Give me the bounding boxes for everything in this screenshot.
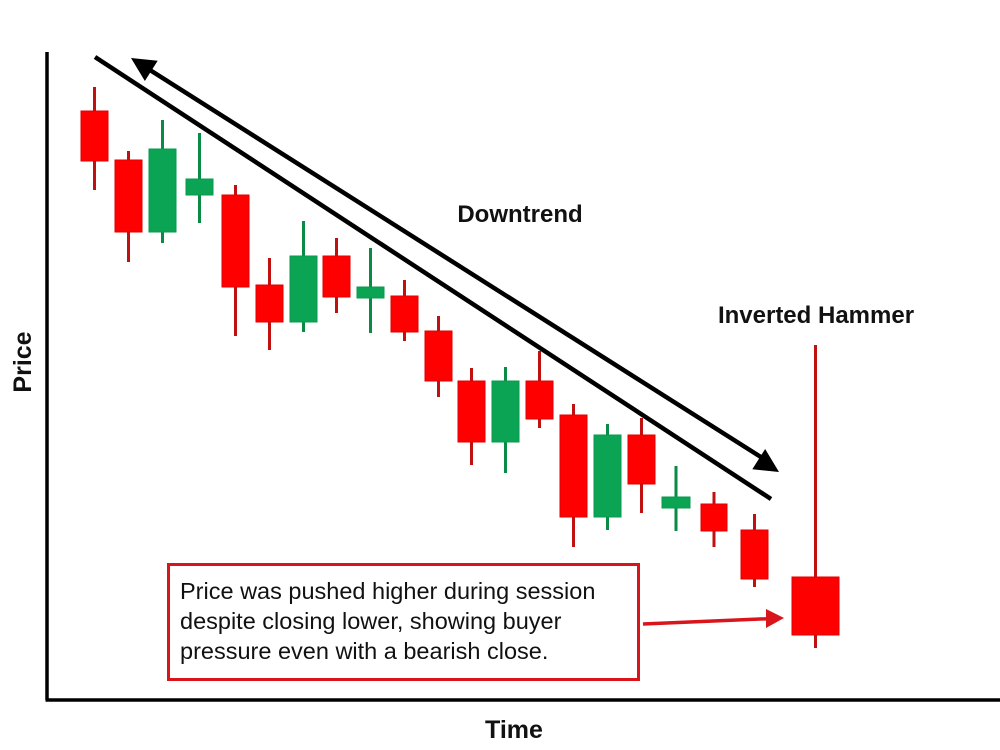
- candle-body: [356, 286, 385, 299]
- callout-line-3: pressure even with a bearish close.: [180, 638, 549, 664]
- candle: [221, 185, 250, 336]
- candle-body: [627, 434, 656, 485]
- candles-group: [80, 87, 840, 648]
- candle: [661, 466, 691, 531]
- callout-box: Price was pushed higher during session d…: [167, 563, 640, 681]
- candle-body: [221, 194, 250, 288]
- candle: [740, 514, 769, 587]
- candle-body: [114, 159, 143, 233]
- trend-line-lower: [93, 55, 773, 501]
- callout-line-2: despite closing lower, showing buyer: [180, 608, 562, 634]
- candle-body: [593, 434, 622, 518]
- downtrend-arrows: [93, 55, 779, 501]
- inverted-hammer-candle-body: [791, 576, 840, 636]
- candle: [491, 367, 520, 473]
- candle: [559, 404, 588, 547]
- candle: [322, 238, 351, 313]
- candle-body: [424, 330, 453, 382]
- arrowhead-down-right-icon: [752, 449, 779, 472]
- candle: [457, 368, 486, 465]
- candle: [114, 151, 143, 262]
- chart-axes: [45, 52, 1000, 702]
- candle: [185, 133, 214, 223]
- candle: [593, 424, 622, 530]
- y-axis-label: Price: [9, 331, 37, 392]
- candle-body: [255, 284, 284, 323]
- candle-body: [289, 255, 318, 323]
- candle: [627, 418, 656, 513]
- trend-line-upper: [141, 63, 768, 463]
- candle-body: [322, 255, 351, 298]
- candle-body: [525, 380, 554, 420]
- candle-body: [661, 496, 691, 509]
- callout-line-1: Price was pushed higher during session: [180, 578, 596, 604]
- candle: [289, 221, 318, 332]
- inverted-hammer-label: Inverted Hammer: [718, 302, 914, 329]
- candle: [80, 87, 109, 190]
- candle-body: [390, 295, 419, 333]
- candle: [356, 248, 385, 333]
- candle-body: [700, 503, 728, 532]
- candle-body: [148, 148, 177, 233]
- candle-body: [185, 178, 214, 196]
- candle: [525, 351, 554, 428]
- candle: [424, 316, 453, 397]
- downtrend-label: Downtrend: [457, 201, 582, 228]
- candle: [148, 120, 177, 243]
- candle-body: [457, 380, 486, 443]
- candle-body: [740, 529, 769, 580]
- candle-body: [491, 380, 520, 443]
- candle: [390, 280, 419, 341]
- candle: [700, 492, 728, 547]
- arrowhead-up-left-icon: [131, 58, 158, 81]
- candle: [255, 258, 284, 350]
- callout-arrow-shaft: [642, 616, 769, 626]
- x-axis-label: Time: [485, 716, 543, 744]
- candle-body: [80, 110, 109, 162]
- candle: [791, 345, 840, 648]
- candle-body: [559, 414, 588, 518]
- callout-arrow: [642, 609, 784, 628]
- callout-arrowhead-icon: [766, 609, 784, 628]
